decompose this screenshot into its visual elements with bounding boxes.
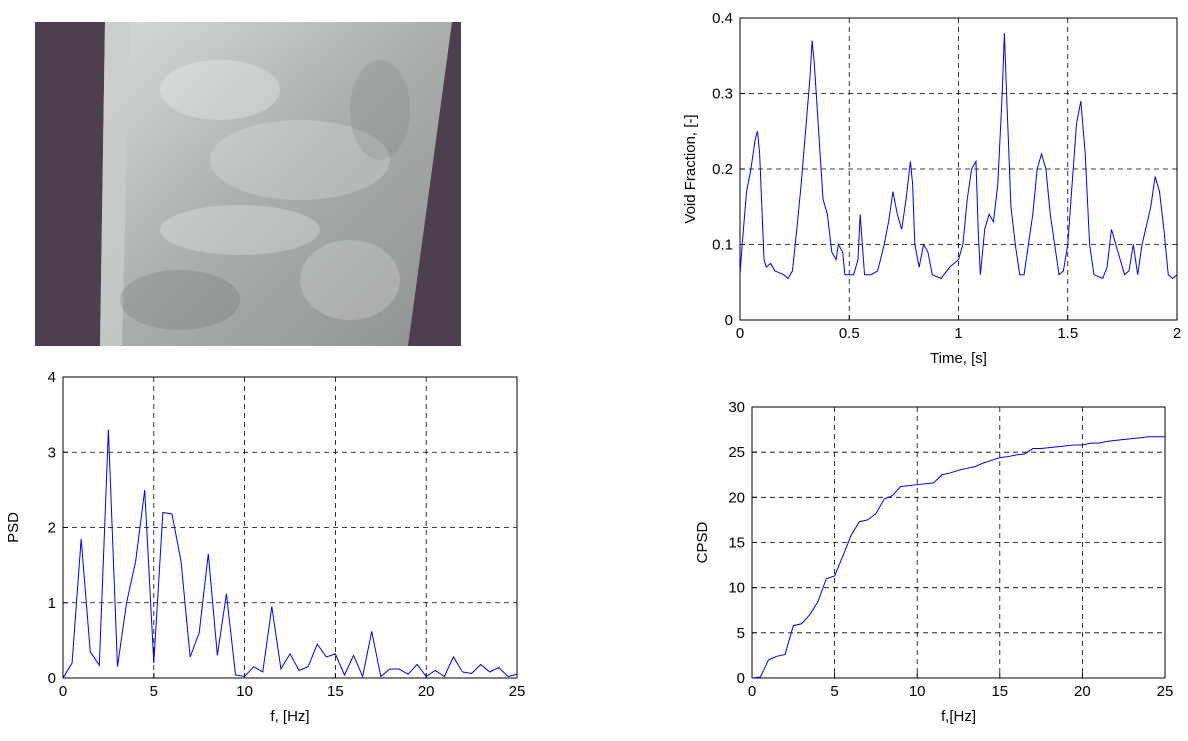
x-tick-label: 5 <box>150 683 158 700</box>
axes-box <box>751 406 1166 679</box>
y-axis-label: CPSD <box>694 522 711 564</box>
y-tick-label: 0 <box>48 670 56 687</box>
x-tick-label: 2 <box>1173 325 1181 342</box>
y-tick-label: 0.1 <box>712 237 733 254</box>
x-tick-label: 0.5 <box>839 325 860 342</box>
data-line <box>739 33 1178 280</box>
y-axis-label: PSD <box>5 512 22 543</box>
y-tick-label: 1 <box>48 595 56 612</box>
x-axis-label: Time, [s] <box>930 350 987 367</box>
y-tick-label: 3 <box>48 444 56 461</box>
axes-box <box>62 376 518 679</box>
x-tick-label: 20 <box>418 683 435 700</box>
y-tick-label: 30 <box>728 399 745 416</box>
x-tick-label: 10 <box>236 683 253 700</box>
y-tick-label: 25 <box>728 444 745 461</box>
x-tick-label: 10 <box>909 683 926 700</box>
x-tick-label: 15 <box>991 683 1008 700</box>
x-tick-label: 15 <box>327 683 344 700</box>
y-tick-label: 0.4 <box>712 10 733 27</box>
x-axis-label: f, [Hz] <box>270 708 309 725</box>
y-tick-label: 0.3 <box>712 86 733 103</box>
y-axis-label: Void Fraction, [-] <box>682 114 699 223</box>
y-tick-label: 10 <box>728 580 745 597</box>
x-tick-label: 0 <box>748 683 756 700</box>
y-tick-label: 0 <box>725 312 733 329</box>
y-tick-label: 4 <box>48 369 56 386</box>
y-tick-label: 0.2 <box>712 161 733 178</box>
data-line <box>751 436 1165 679</box>
chart: 0 5 10 15 20 25 0 5 10 15 20 25 30 f,[Hz] CPSD <box>694 399 1173 725</box>
y-tick-label: 15 <box>728 535 745 552</box>
photo <box>35 22 461 346</box>
x-tick-label: 5 <box>830 683 838 700</box>
x-tick-label: 25 <box>509 683 526 700</box>
x-tick-label: 25 <box>1157 683 1174 700</box>
x-tick-label: 20 <box>1074 683 1091 700</box>
y-tick-label: 0 <box>737 670 745 687</box>
x-tick-label: 0 <box>59 683 67 700</box>
data-line <box>62 429 518 679</box>
x-tick-label: 1 <box>954 325 962 342</box>
y-tick-label: 5 <box>737 625 745 642</box>
x-tick-label: 1.5 <box>1057 325 1078 342</box>
y-tick-label: 20 <box>728 489 745 506</box>
x-axis-label: f,[Hz] <box>941 708 976 725</box>
y-tick-label: 2 <box>48 520 56 537</box>
chart: 0 5 10 15 20 25 0 1 2 3 4 f, [Hz] PSD <box>5 369 525 725</box>
axes-box <box>739 17 1178 321</box>
chart: 0 0.5 1 1.5 2 0 0.1 0.2 0.3 0.4 Time, [s] Void Frac… <box>682 10 1181 367</box>
x-tick-label: 0 <box>736 325 744 342</box>
